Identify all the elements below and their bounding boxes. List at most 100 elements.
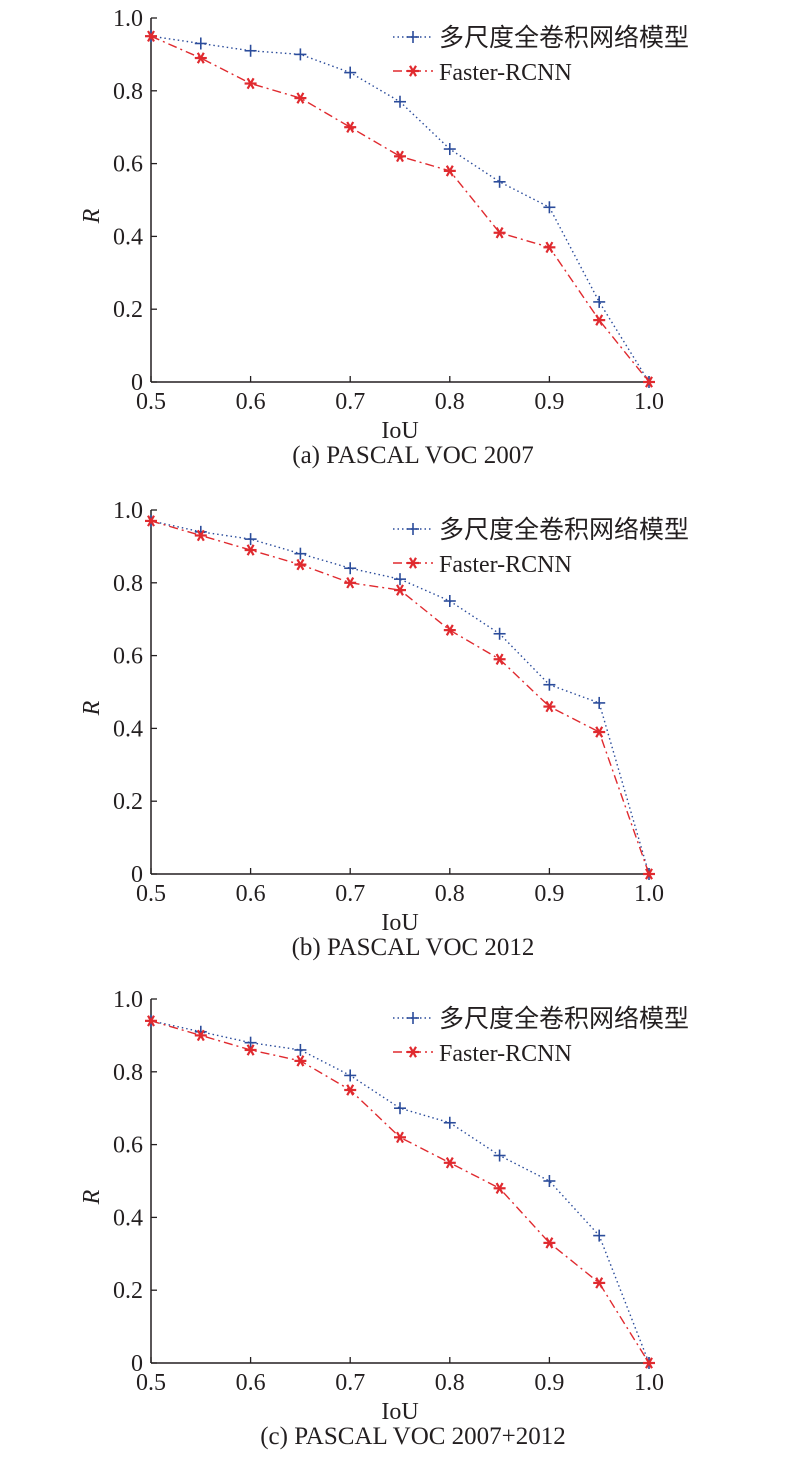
data-point [294, 48, 307, 61]
data-point [344, 1084, 357, 1096]
x-tick-label: 0.5 [136, 389, 166, 415]
data-point [294, 558, 307, 571]
series-line [150, 1020, 650, 1364]
data-point [344, 577, 357, 589]
data-point [344, 121, 357, 133]
legend-label: 多尺度全卷积网络模型 [439, 24, 689, 52]
legend-item-1: 多尺度全卷积网络模型 [393, 24, 689, 52]
x-tick-label: 0.8 [435, 389, 465, 415]
data-point [394, 1131, 406, 1144]
legend-label: Faster-RCNN [439, 1041, 572, 1067]
y-axis-label: R [79, 1189, 105, 1205]
y-tick-label: 1.0 [113, 6, 143, 32]
data-point [593, 1277, 606, 1289]
data-point [543, 1237, 556, 1249]
data-point [543, 678, 556, 691]
legend: 多尺度全卷积网络模型 Faster-RCNN [393, 1005, 689, 1067]
x-tick-label: 0.9 [534, 389, 564, 415]
data-point [593, 1229, 606, 1242]
data-point [443, 1157, 456, 1169]
data-point [344, 1069, 357, 1082]
x-tick-label: 0.9 [534, 1370, 564, 1396]
x-tick-label: 1.0 [634, 389, 664, 415]
x-tick-label: 0.5 [136, 1370, 166, 1396]
y-tick-label: 1.0 [113, 987, 143, 1013]
y-tick-label: 0.6 [113, 1133, 143, 1159]
y-tick-label: 0.4 [113, 224, 143, 250]
data-point [394, 584, 406, 596]
chart-panel-c: 0 0.2 0.4 0.6 0.8 1.0 0.5 0.6 0.7 0.8 0.9 1.0 IoU R 多尺… [0, 981, 800, 1457]
series-line [150, 35, 650, 383]
legend-item-2: Faster-RCNN [393, 552, 572, 578]
data-point [443, 595, 456, 607]
data-point [593, 726, 606, 738]
data-point [543, 1175, 556, 1187]
series-1 [145, 30, 655, 388]
x-tick-label: 0.5 [136, 881, 166, 907]
x-tick-label: 0.7 [335, 1370, 365, 1396]
data-point [643, 1357, 655, 1369]
data-point [394, 573, 406, 586]
data-point [244, 544, 257, 556]
legend-marker [407, 1012, 419, 1024]
data-point [493, 653, 506, 665]
series-2 [145, 515, 655, 880]
chart-panel-b: 0 0.2 0.4 0.6 0.8 1.0 0.5 0.6 0.7 0.8 0.9 1.0 IoU R 多尺… [0, 492, 800, 982]
data-point [643, 376, 655, 388]
legend-marker [407, 1046, 419, 1058]
legend-item-1: 多尺度全卷积网络模型 [393, 516, 689, 544]
y-tick-label: 0.6 [113, 644, 143, 670]
data-point [443, 1116, 456, 1129]
x-tick-label: 0.9 [534, 881, 564, 907]
chart-caption-a: (a) PASCAL VOC 2007 [292, 442, 534, 469]
x-tick-label: 0.6 [236, 1370, 266, 1396]
y-tick-label: 1.0 [113, 498, 143, 524]
legend: 多尺度全卷积网络模型 Faster-RCNN [393, 516, 689, 578]
x-axis-label: IoU [381, 1399, 418, 1421]
x-tick-label: 1.0 [634, 1370, 664, 1396]
data-point [145, 30, 157, 42]
y-tick-label: 0.4 [113, 716, 143, 742]
data-point [244, 533, 257, 546]
data-point [493, 1149, 506, 1162]
y-tick-label: 0.8 [113, 1060, 143, 1086]
y-tick-label: 0.4 [113, 1205, 143, 1231]
data-point [145, 1015, 157, 1027]
data-point [145, 515, 157, 527]
legend: 多尺度全卷积网络模型 Faster-RCNN [393, 24, 689, 86]
data-point [394, 150, 406, 163]
legend-marker [407, 31, 419, 43]
chart-panel-a: 0 0.2 0.4 0.6 0.8 1.0 0.5 0.6 0.7 0.8 0.9 1.0 IoU R 多尺… [0, 0, 800, 490]
data-point [294, 92, 307, 104]
data-point [493, 627, 506, 640]
y-tick-label: 0.2 [113, 297, 143, 323]
x-tick-label: 0.8 [435, 881, 465, 907]
data-point [593, 696, 606, 709]
data-point [543, 700, 556, 713]
data-point [593, 295, 606, 308]
data-point [443, 624, 456, 636]
data-point [294, 1043, 307, 1056]
data-point [443, 143, 456, 156]
y-tick-label: 0.2 [113, 789, 143, 815]
legend-item-2: Faster-RCNN [393, 60, 572, 86]
x-axis-label: IoU [381, 418, 418, 440]
x-axis-label: IoU [381, 910, 418, 932]
legend-label: 多尺度全卷积网络模型 [439, 1005, 689, 1033]
data-point [294, 1055, 307, 1067]
data-point [194, 1029, 207, 1042]
legend-label: Faster-RCNN [439, 552, 572, 578]
data-point [493, 175, 506, 188]
chart-svg-b: 0 0.2 0.4 0.6 0.8 1.0 0.5 0.6 0.7 0.8 0.9 1.0 IoU R 多尺… [79, 498, 689, 932]
data-point [244, 1036, 257, 1049]
series-2 [145, 30, 655, 388]
data-point [593, 314, 606, 326]
series-line [150, 35, 650, 383]
data-point [344, 66, 357, 79]
legend-label: Faster-RCNN [439, 60, 572, 86]
data-point [443, 165, 456, 177]
legend-marker [407, 523, 419, 535]
x-tick-label: 0.6 [236, 389, 266, 415]
data-point [194, 37, 207, 50]
chart-svg-c: 0 0.2 0.4 0.6 0.8 1.0 0.5 0.6 0.7 0.8 0.9 1.0 IoU R 多尺… [79, 987, 689, 1421]
